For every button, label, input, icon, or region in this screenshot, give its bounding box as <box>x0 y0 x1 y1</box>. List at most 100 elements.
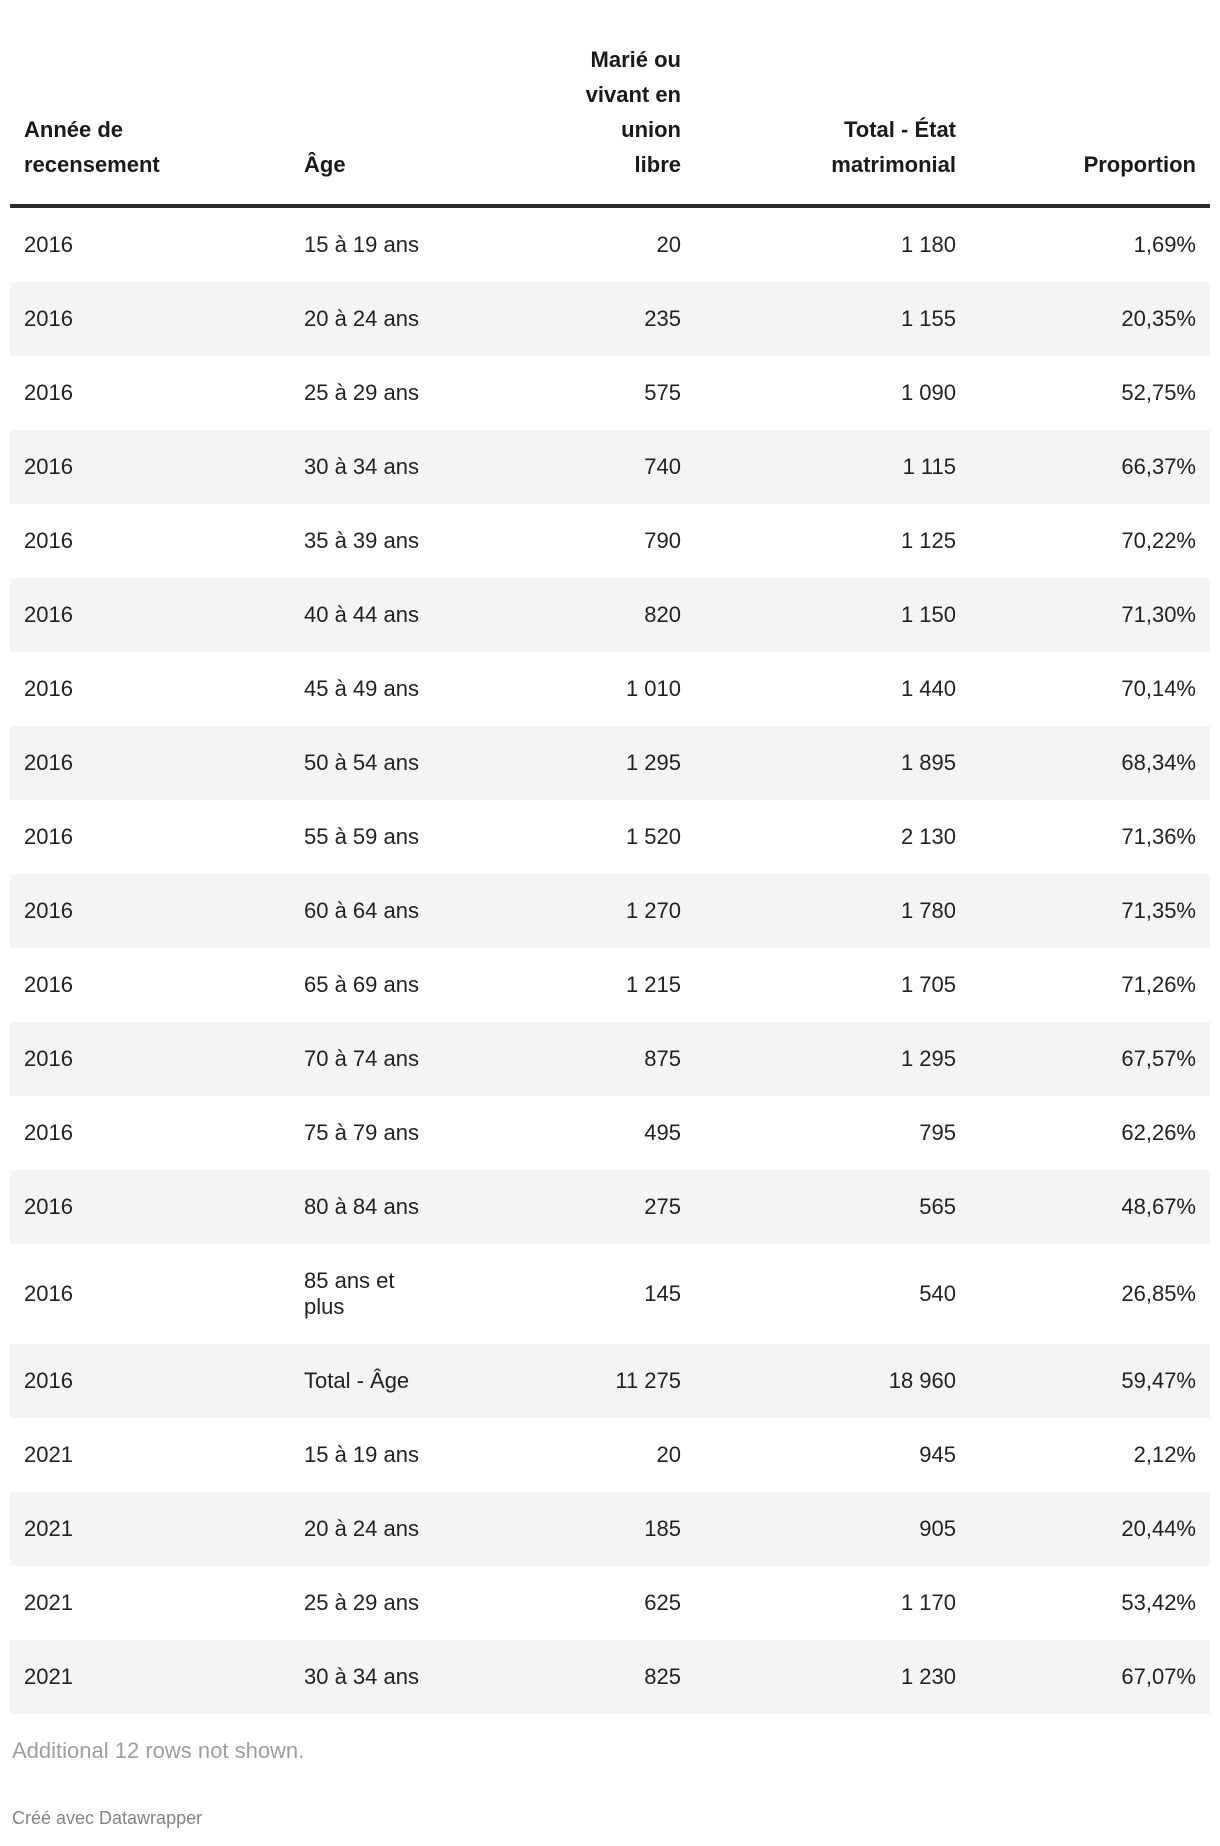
rows-not-shown-note: Additional 12 rows not shown. <box>12 1738 305 1763</box>
cell-proportion: 1,69% <box>1133 232 1196 257</box>
cell-age: 45 à 49 ans <box>304 676 419 701</box>
data-table: Année de recensement Âge Marié ou vivant… <box>10 14 1210 1714</box>
cell-married: 875 <box>644 1046 681 1071</box>
cell-married: 185 <box>644 1516 681 1541</box>
cell-year: 2016 <box>24 602 73 627</box>
cell-age: 70 à 74 ans <box>304 1046 419 1071</box>
cell-year: 2016 <box>24 306 73 331</box>
cell-proportion: 70,14% <box>1121 676 1196 701</box>
cell-total: 1 895 <box>900 750 956 775</box>
cell-age: 55 à 59 ans <box>304 824 419 849</box>
cell-proportion: 53,42% <box>1121 1590 1196 1615</box>
cell-married: 820 <box>644 602 681 627</box>
table-row: 2016 35 à 39 ans 790 1 125 70,22% <box>10 504 1210 578</box>
cell-married: 1 295 <box>625 750 681 775</box>
cell-proportion: 48,67% <box>1121 1194 1196 1219</box>
cell-proportion: 26,85% <box>1121 1281 1196 1306</box>
cell-proportion: 71,26% <box>1121 972 1196 997</box>
table-row: 2016 40 à 44 ans 820 1 150 71,30% <box>10 578 1210 652</box>
cell-age: 30 à 34 ans <box>304 454 419 479</box>
col-header-proportion: Proportion <box>970 14 1210 208</box>
cell-year: 2016 <box>24 898 73 923</box>
cell-total: 565 <box>919 1194 956 1219</box>
cell-age: Total - Âge <box>304 1368 410 1393</box>
table-row: 2016 75 à 79 ans 495 795 62,26% <box>10 1096 1210 1170</box>
cell-married: 790 <box>644 528 681 553</box>
cell-married: 1 520 <box>625 824 681 849</box>
table-row: 2021 25 à 29 ans 625 1 170 53,42% <box>10 1566 1210 1640</box>
cell-married: 1 010 <box>625 676 681 701</box>
cell-proportion: 67,57% <box>1121 1046 1196 1071</box>
cell-age: 60 à 64 ans <box>304 898 419 923</box>
datawrapper-credit-link[interactable]: Créé avec Datawrapper <box>12 1808 203 1828</box>
cell-total: 1 125 <box>900 528 956 553</box>
cell-year: 2016 <box>24 454 73 479</box>
cell-proportion: 52,75% <box>1121 380 1196 405</box>
cell-proportion: 59,47% <box>1121 1368 1196 1393</box>
cell-total: 1 780 <box>900 898 956 923</box>
cell-age: 85 ans et plus <box>304 1268 395 1319</box>
cell-proportion: 20,35% <box>1121 306 1196 331</box>
col-header-total: Total - État matrimonial <box>695 14 970 208</box>
cell-married: 575 <box>644 380 681 405</box>
cell-age: 25 à 29 ans <box>304 1590 419 1615</box>
cell-married: 20 <box>656 232 681 257</box>
cell-proportion: 20,44% <box>1121 1516 1196 1541</box>
cell-age: 75 à 79 ans <box>304 1120 419 1145</box>
cell-married: 235 <box>644 306 681 331</box>
col-header-age: Âge <box>290 14 445 208</box>
table-row: 2021 15 à 19 ans 20 945 2,12% <box>10 1418 1210 1492</box>
cell-proportion: 66,37% <box>1121 454 1196 479</box>
cell-proportion: 71,30% <box>1121 602 1196 627</box>
cell-year: 2016 <box>24 528 73 553</box>
cell-total: 1 155 <box>900 306 956 331</box>
table-row: 2016 85 ans et plus 145 540 26,85% <box>10 1244 1210 1344</box>
cell-proportion: 67,07% <box>1121 1664 1196 1689</box>
table-row: 2016 60 à 64 ans 1 270 1 780 71,35% <box>10 874 1210 948</box>
table-row: 2016 Total - Âge 11 275 18 960 59,47% <box>10 1344 1210 1418</box>
cell-married: 145 <box>644 1281 681 1306</box>
cell-year: 2016 <box>24 824 73 849</box>
cell-age: 20 à 24 ans <box>304 1516 419 1541</box>
cell-total: 905 <box>919 1516 956 1541</box>
table-row: 2016 70 à 74 ans 875 1 295 67,57% <box>10 1022 1210 1096</box>
table-row: 2016 15 à 19 ans 20 1 180 1,69% <box>10 206 1210 282</box>
table-row: 2016 50 à 54 ans 1 295 1 895 68,34% <box>10 726 1210 800</box>
cell-year: 2016 <box>24 1046 73 1071</box>
table-row: 2016 65 à 69 ans 1 215 1 705 71,26% <box>10 948 1210 1022</box>
cell-proportion: 68,34% <box>1121 750 1196 775</box>
cell-total: 1 090 <box>900 380 956 405</box>
cell-married: 625 <box>644 1590 681 1615</box>
cell-age: 20 à 24 ans <box>304 306 419 331</box>
cell-total: 1 440 <box>900 676 956 701</box>
cell-age: 25 à 29 ans <box>304 380 419 405</box>
cell-year: 2021 <box>24 1442 73 1467</box>
cell-total: 1 180 <box>900 232 956 257</box>
table-row: 2016 45 à 49 ans 1 010 1 440 70,14% <box>10 652 1210 726</box>
table-row: 2021 20 à 24 ans 185 905 20,44% <box>10 1492 1210 1566</box>
cell-year: 2016 <box>24 1120 73 1145</box>
cell-total: 540 <box>919 1281 956 1306</box>
cell-age: 50 à 54 ans <box>304 750 419 775</box>
cell-year: 2021 <box>24 1590 73 1615</box>
cell-proportion: 71,36% <box>1121 824 1196 849</box>
cell-age: 40 à 44 ans <box>304 602 419 627</box>
table-row: 2016 20 à 24 ans 235 1 155 20,35% <box>10 282 1210 356</box>
cell-total: 1 150 <box>900 602 956 627</box>
cell-year: 2016 <box>24 972 73 997</box>
cell-total: 18 960 <box>888 1368 956 1393</box>
cell-total: 1 170 <box>900 1590 956 1615</box>
cell-total: 795 <box>919 1120 956 1145</box>
table-row: 2016 25 à 29 ans 575 1 090 52,75% <box>10 356 1210 430</box>
table-row: 2016 80 à 84 ans 275 565 48,67% <box>10 1170 1210 1244</box>
table-body: 2016 15 à 19 ans 20 1 180 1,69% 2016 20 à 24 a… <box>10 206 1210 1714</box>
cell-total: 945 <box>919 1442 956 1467</box>
cell-total: 1 115 <box>902 454 956 479</box>
cell-age: 80 à 84 ans <box>304 1194 419 1219</box>
cell-year: 2021 <box>24 1664 73 1689</box>
cell-age: 15 à 19 ans <box>304 232 419 257</box>
cell-total: 2 130 <box>900 824 956 849</box>
cell-age: 65 à 69 ans <box>304 972 419 997</box>
cell-year: 2016 <box>24 1194 73 1219</box>
